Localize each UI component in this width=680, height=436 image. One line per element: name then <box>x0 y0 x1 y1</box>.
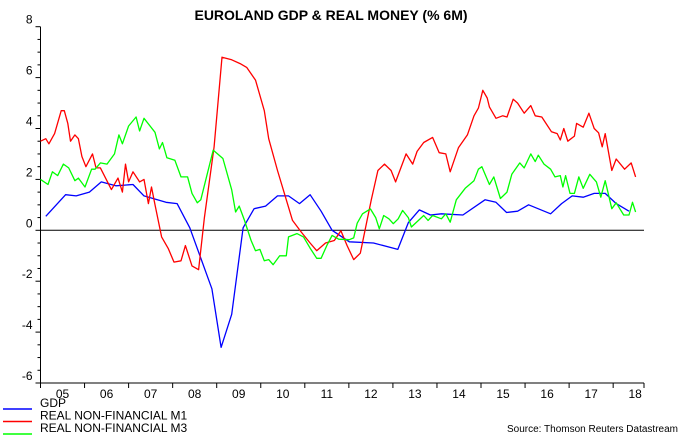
legend-label: REAL NON-FINANCIAL M1 <box>40 409 187 423</box>
legend-label: GDP <box>40 396 66 410</box>
series-line-2 <box>40 56 637 271</box>
y-tick-label: -2 <box>22 267 33 281</box>
y-tick-label: 4 <box>26 115 33 129</box>
chart-title: EUROLAND GDP & REAL MONEY (% 6M) <box>194 7 467 23</box>
y-tick-label: -4 <box>22 318 33 332</box>
x-tick-label: 10 <box>276 387 290 401</box>
x-tick-label: 14 <box>452 387 466 401</box>
y-tick-label: 0 <box>26 216 33 230</box>
x-tick-label: 06 <box>100 387 114 401</box>
x-tick-label: 05 <box>56 387 70 401</box>
series-line-3 <box>40 116 637 266</box>
y-tick-label: -6 <box>22 369 33 383</box>
source-note: Source: Thomson Reuters Datastream <box>507 424 678 435</box>
series-line-1 <box>45 181 630 349</box>
x-tick-label: 15 <box>496 387 510 401</box>
legend-label: REAL NON-FINANCIAL M3 <box>40 421 187 435</box>
x-tick-label: 18 <box>629 387 643 401</box>
y-tick-label: 2 <box>26 165 33 179</box>
x-tick-label: 17 <box>584 387 598 401</box>
y-tick-label: 6 <box>26 64 33 78</box>
x-tick-label: 09 <box>232 387 246 401</box>
x-tick-label: 16 <box>540 387 554 401</box>
x-tick-label: 07 <box>144 387 158 401</box>
x-tick-label: 13 <box>408 387 422 401</box>
y-tick-label: 8 <box>26 13 33 27</box>
x-tick-label: 08 <box>188 387 202 401</box>
x-tick-label: 12 <box>364 387 378 401</box>
series-lines <box>40 56 637 349</box>
axes: -6 -4 -2 0 2 4 6 8 05 06 07 08 09 10 11 12 13 14 15 16 17 18 <box>22 13 645 401</box>
x-tick-label: 11 <box>321 387 334 401</box>
